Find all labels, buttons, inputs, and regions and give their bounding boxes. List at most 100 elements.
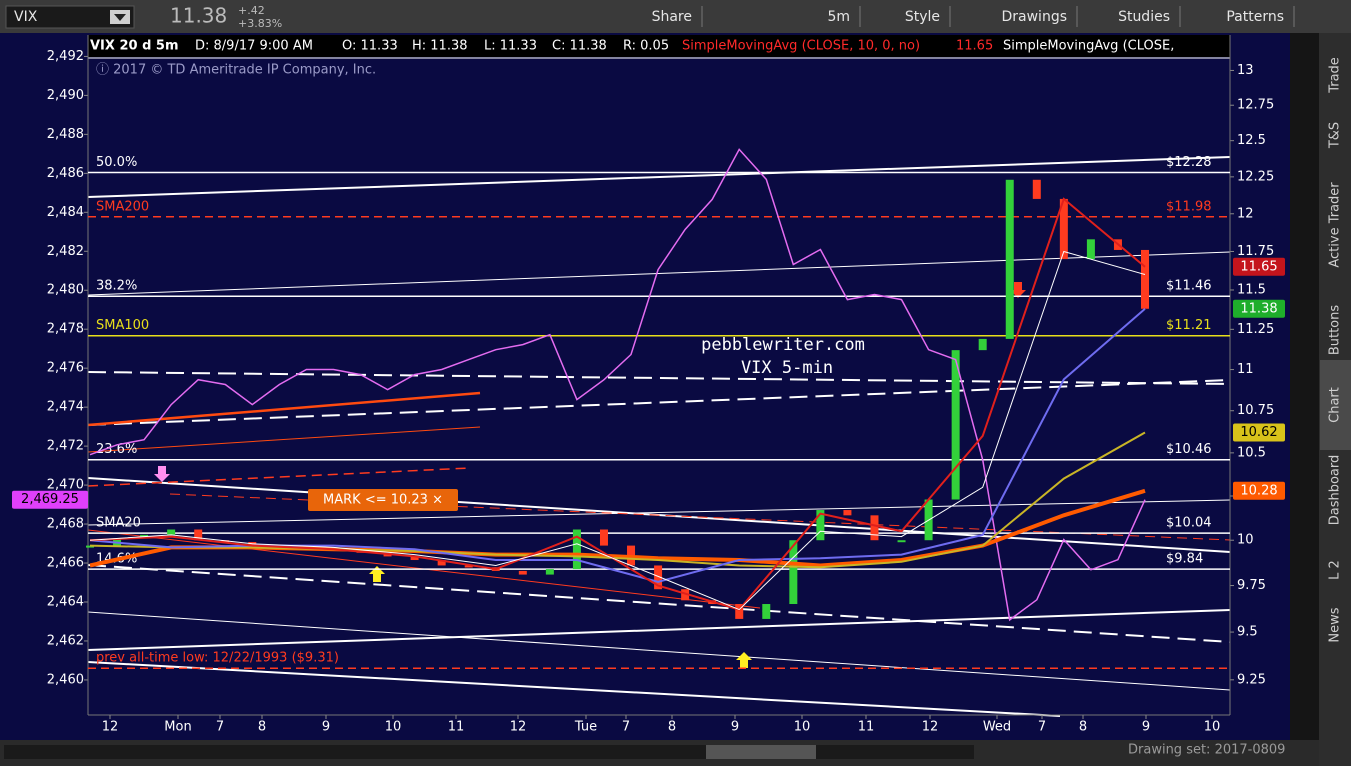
side-tab[interactable]: Buttons (1328, 305, 1343, 356)
toolbar-button[interactable] (952, 3, 1075, 30)
y2-tick-label: 9.25 (1237, 672, 1266, 687)
y-tick-label: 2,468 (47, 517, 84, 532)
y2-tick-label: 10 (1237, 533, 1254, 548)
y2-tick-label: 13 (1237, 63, 1254, 78)
side-tab[interactable]: News (1328, 607, 1343, 642)
candle (978, 338, 987, 351)
candle (735, 604, 744, 619)
scrollbar[interactable] (4, 745, 974, 759)
x-tick-label: 8 (258, 720, 266, 735)
mark-tag-text: MARK <= 10.23 × (323, 493, 443, 508)
side-tab[interactable]: Trade (1328, 57, 1343, 94)
header-item: R: 0.05 (623, 39, 669, 54)
trend-line (87, 609, 1231, 651)
x-tick-label: 10 (385, 720, 402, 735)
side-tab[interactable]: T&S (1328, 122, 1343, 149)
y-tick-label: 2,490 (47, 88, 84, 103)
side-tab[interactable]: L 2 (1328, 560, 1343, 580)
level-tag: SMA20 (96, 516, 141, 531)
y-tick-label: 2,484 (47, 205, 84, 220)
toolbar-button-label: Patterns (1226, 9, 1284, 25)
watermark: VIX 5-min (741, 358, 833, 378)
y2-tick-label: 12.5 (1237, 133, 1266, 148)
y-tick-label: 2,482 (47, 244, 84, 259)
x-tick-label: 11 (448, 720, 465, 735)
candle (1086, 239, 1095, 260)
y2-tick-label: 11.75 (1237, 244, 1274, 259)
candle (1032, 179, 1041, 199)
x-tick-label: Mon (164, 720, 191, 735)
trend-line (87, 251, 1231, 296)
trend-line (87, 426, 481, 453)
candle (654, 565, 663, 590)
y2-tick-label: 9.5 (1237, 625, 1258, 640)
y-tick-label: 2,476 (47, 361, 84, 376)
level-label: $11.98 (1166, 199, 1212, 214)
level-tag: SMA200 (96, 199, 149, 214)
candle (897, 540, 906, 543)
toolbar-button[interactable] (815, 3, 858, 30)
x-tick-label: Tue (574, 720, 597, 735)
series-line (89, 250, 1146, 611)
scroll-strip (1290, 33, 1319, 740)
level-tag: SMA100 (96, 318, 149, 333)
y-tick-label: 2,488 (47, 127, 84, 142)
arrows (154, 282, 1026, 668)
x-tick-label: 9 (731, 720, 739, 735)
arrow-down (154, 466, 170, 482)
candle (789, 540, 798, 605)
toolbar-button[interactable] (870, 3, 948, 30)
dropdown-arrow (114, 14, 126, 21)
candle (86, 545, 94, 548)
trend-line (87, 564, 1231, 643)
y-tick-label: 2,472 (47, 439, 84, 454)
candle (816, 510, 825, 541)
mark-tag[interactable] (308, 489, 458, 511)
change-pct: +3.83% (238, 17, 282, 30)
price-tag (1233, 257, 1285, 276)
level-label: $10.46 (1166, 442, 1212, 457)
y-tick-label: 2,486 (47, 166, 84, 181)
price-tag (1233, 423, 1285, 442)
y-tick-label: 2,466 (47, 556, 84, 571)
x-tick-label: 10 (794, 720, 811, 735)
candle (437, 560, 446, 566)
watermark: pebblewriter.com (701, 335, 865, 355)
symbol-box[interactable] (5, 5, 135, 29)
trend-line (87, 391, 481, 427)
trend-line (87, 379, 1231, 426)
left-price-tag-text: 2,469.25 (21, 492, 79, 507)
y-tick-label: 2,480 (47, 283, 84, 298)
header-item: L: 11.33 (484, 39, 537, 54)
y-tick-label: 2,478 (47, 322, 84, 337)
candle (518, 570, 527, 575)
candle (843, 510, 852, 516)
x-tick-label: Wed (983, 720, 1011, 735)
toolbar-button-label: Drawings (1001, 9, 1067, 25)
scroll-thumb[interactable] (706, 745, 816, 759)
y-tick-label: 2,474 (47, 400, 84, 415)
x-tick-label: 11 (858, 720, 875, 735)
side-tab[interactable]: Chart (1328, 387, 1343, 423)
x-tick-label: 12 (102, 720, 119, 735)
candle (194, 529, 203, 541)
y2-tick-label: 12.75 (1237, 98, 1274, 113)
header-item: O: 11.33 (342, 39, 398, 54)
tab-selected (1320, 360, 1351, 450)
side-tab[interactable]: Active Trader (1328, 182, 1343, 268)
arrow-down (1010, 282, 1026, 298)
left-price-tag (12, 490, 88, 509)
chart-header (88, 35, 1230, 57)
level-label: $9.84 (1166, 552, 1203, 567)
level-label: $11.21 (1166, 318, 1212, 333)
side-tab[interactable]: Dashboard (1328, 455, 1343, 526)
toolbar-button-label: Studies (1118, 9, 1170, 25)
toolbar-button-label: Style (905, 9, 940, 25)
toolbar-button[interactable] (620, 3, 700, 30)
x-tick-label: 7 (216, 720, 224, 735)
y2-tick-label: 11 (1237, 362, 1254, 377)
toolbar-button[interactable] (1186, 3, 1292, 30)
toolbar-button[interactable] (1082, 3, 1178, 30)
level-label: $12.28 (1166, 155, 1212, 170)
